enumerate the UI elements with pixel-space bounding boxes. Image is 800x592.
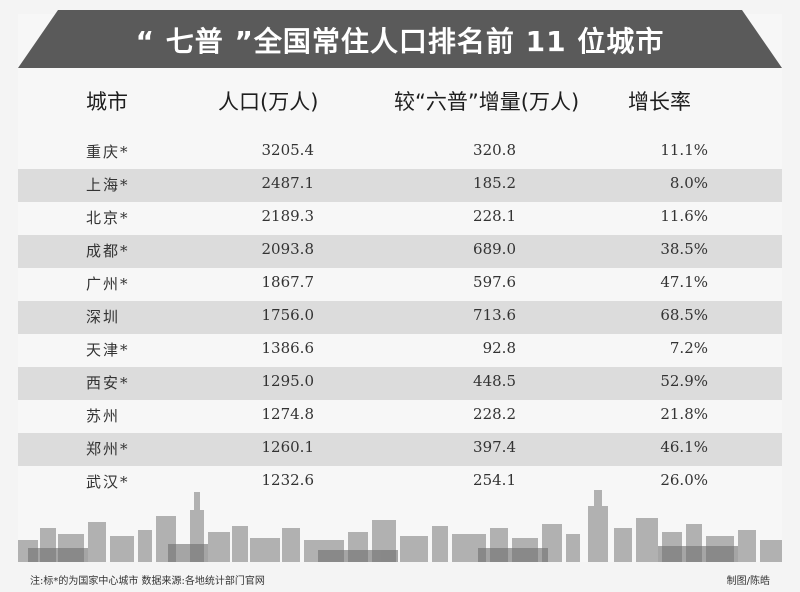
cell-growth: 52.9%: [660, 372, 708, 390]
table-row: 天津* 1386.6 92.8 7.2%: [18, 334, 782, 367]
table-row: 郑州* 1260.1 397.4 46.1%: [18, 433, 782, 466]
table-row: 上海* 2487.1 185.2 8.0%: [18, 169, 782, 202]
cell-city: 广州*: [86, 275, 130, 293]
cell-population: 1260.1: [261, 438, 315, 456]
cell-increase: 448.5: [473, 372, 516, 390]
cell-population: 2189.3: [261, 207, 315, 225]
cell-growth: 38.5%: [660, 240, 708, 258]
cell-growth: 7.2%: [669, 339, 708, 357]
cell-population: 3205.4: [261, 141, 315, 159]
cell-population: 1756.0: [261, 306, 315, 324]
cell-city: 苏州: [86, 407, 121, 425]
table-frame: [18, 14, 782, 562]
cell-city: 郑州*: [86, 440, 130, 458]
cell-city: 天津*: [86, 341, 130, 359]
cell-population: 2487.1: [261, 174, 315, 192]
table-header: 城市 人口(万人) 较“六普”增量(万人) 增长率: [18, 86, 782, 122]
cell-city: 武汉*: [86, 473, 130, 491]
cell-city: 深圳: [86, 308, 121, 326]
table-row: 成都* 2093.8 689.0 38.5%: [18, 235, 782, 268]
cell-increase: 185.2: [473, 174, 516, 192]
cell-increase: 713.6: [473, 306, 516, 324]
cell-population: 2093.8: [261, 240, 315, 258]
cell-city: 西安*: [86, 374, 130, 392]
table-row: 深圳 1756.0 713.6 68.5%: [18, 301, 782, 334]
cell-population: 1232.6: [261, 471, 315, 489]
cell-increase: 228.2: [473, 405, 516, 423]
table-row: 北京* 2189.3 228.1 11.6%: [18, 202, 782, 235]
cell-increase: 597.6: [473, 273, 516, 291]
table-row: 西安* 1295.0 448.5 52.9%: [18, 367, 782, 400]
table-row: 广州* 1867.7 597.6 47.1%: [18, 268, 782, 301]
cell-growth: 46.1%: [660, 438, 708, 456]
table-row: 苏州 1274.8 228.2 21.8%: [18, 400, 782, 433]
cell-growth: 47.1%: [660, 273, 708, 291]
cell-growth: 68.5%: [660, 306, 708, 324]
cell-increase: 254.1: [473, 471, 516, 489]
cell-growth: 8.0%: [669, 174, 708, 192]
cell-increase: 689.0: [473, 240, 516, 258]
cell-population: 1386.6: [261, 339, 315, 357]
roof-shape: [18, 10, 782, 68]
cell-growth: 11.1%: [660, 141, 708, 159]
table-row: 重庆* 3205.4 320.8 11.1%: [18, 136, 782, 169]
cell-growth: 21.8%: [660, 405, 708, 423]
header-increase: 较“六普”增量(万人): [394, 90, 580, 114]
page-title: “ 七普 ”全国常住人口排名前 11 位城市: [135, 25, 665, 58]
cell-city: 重庆*: [86, 143, 130, 161]
cell-increase: 228.1: [473, 207, 516, 225]
cell-increase: 92.8: [482, 339, 516, 357]
header-growth: 增长率: [628, 90, 691, 114]
title-banner: “ 七普 ”全国常住人口排名前 11 位城市: [18, 10, 782, 68]
cell-increase: 397.4: [473, 438, 516, 456]
cell-city: 成都*: [86, 242, 130, 260]
header-city: 城市: [86, 90, 128, 114]
credit: 制图/陈皓: [726, 576, 770, 587]
cell-population: 1274.8: [261, 405, 315, 423]
cell-population: 1295.0: [261, 372, 315, 390]
cell-increase: 320.8: [473, 141, 516, 159]
cell-population: 1867.7: [261, 273, 315, 291]
cell-city: 北京*: [86, 209, 130, 227]
cell-growth: 26.0%: [660, 471, 708, 489]
table-row: 武汉* 1232.6 254.1 26.0%: [18, 466, 782, 499]
footnote: 注:标*的为国家中心城市 数据来源:各地统计部门官网: [30, 576, 265, 587]
cell-growth: 11.6%: [660, 207, 708, 225]
header-population: 人口(万人): [218, 90, 319, 114]
city-skyline-illustration: [18, 490, 782, 562]
cell-city: 上海*: [86, 176, 130, 194]
